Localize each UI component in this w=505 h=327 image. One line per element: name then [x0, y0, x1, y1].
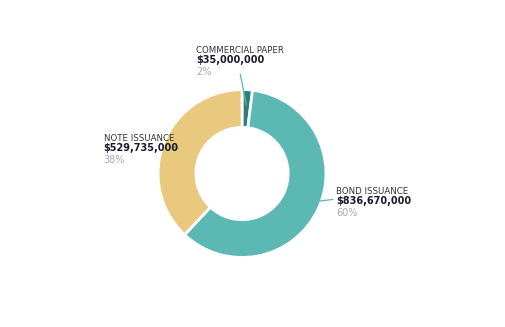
Text: 38%: 38% — [104, 155, 125, 165]
Wedge shape — [242, 90, 252, 128]
Text: 2%: 2% — [196, 67, 211, 77]
Text: $836,670,000: $836,670,000 — [336, 196, 411, 206]
Text: $529,735,000: $529,735,000 — [104, 143, 179, 153]
Wedge shape — [158, 90, 242, 235]
Text: COMMERCIAL PAPER: COMMERCIAL PAPER — [196, 46, 284, 55]
Text: $35,000,000: $35,000,000 — [196, 55, 264, 65]
Text: 60%: 60% — [336, 208, 358, 218]
Text: BOND ISSUANCE: BOND ISSUANCE — [336, 187, 408, 196]
Text: NOTE ISSUANCE: NOTE ISSUANCE — [104, 134, 174, 143]
Wedge shape — [184, 90, 326, 257]
